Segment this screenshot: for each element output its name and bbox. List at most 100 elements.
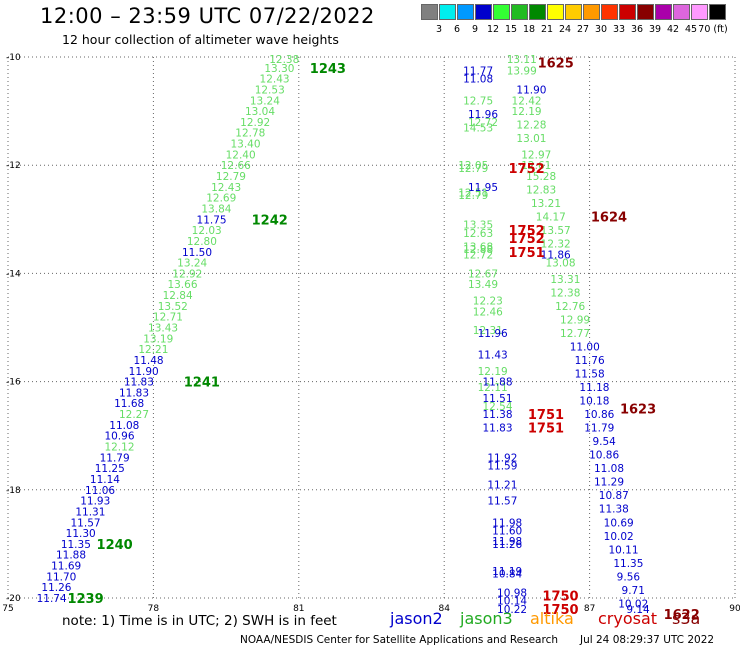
data-point-jason2: 11.19 [492, 566, 522, 578]
data-point-jason2: 11.79 [100, 452, 130, 464]
pass-number-label: 1243 [310, 62, 346, 77]
legend-jason3: jason3 [460, 609, 513, 628]
data-point-jason2: 11.86 [541, 249, 571, 261]
pass-number-label: 1622 [664, 608, 700, 623]
data-point-jason2: 11.26 [492, 539, 522, 551]
credit-text: NOAA/NESDIS Center for Satellite Applica… [240, 634, 558, 646]
data-point-jason2: 11.18 [579, 382, 609, 394]
data-point-jason2: 11.57 [71, 517, 101, 529]
data-point-jason2: 10.11 [608, 544, 638, 556]
scale-label: 9 [471, 24, 479, 35]
data-point-jason3: 12.71 [153, 312, 183, 324]
data-point-jason2: 11.83 [482, 423, 512, 435]
data-point-jason2: 11.70 [46, 571, 76, 583]
data-point-jason3: 13.49 [468, 279, 498, 291]
y-tick-label: -14 [6, 269, 21, 279]
data-point-jason3: 12.03 [192, 225, 222, 237]
data-point-jason3: 13.21 [531, 198, 561, 210]
pass-number-label: 1752 [508, 232, 544, 247]
data-point-jason3: 12.53 [255, 84, 285, 96]
scale-label: 45 [684, 24, 698, 35]
data-point-jason2: 10.02 [604, 531, 634, 543]
chart-subtitle: 12 hour collection of altimeter wave hei… [62, 32, 339, 47]
data-point-jason2: 11.58 [575, 368, 605, 380]
data-point-jason3: 12.75 [463, 95, 493, 107]
data-point-jason3: 13.01 [516, 133, 546, 145]
data-point-jason3: 12.79 [458, 190, 488, 202]
data-point-jason3: 12.40 [226, 149, 256, 161]
data-point-jason3: 13.35 [463, 220, 493, 232]
data-point-jason2: 11.68 [114, 398, 144, 410]
data-point-jason2: 11.08 [109, 420, 139, 432]
data-point-jason2: 11.83 [119, 387, 149, 399]
data-point-jason2: 11.92 [487, 452, 517, 464]
legend-altika: altika [530, 609, 574, 628]
data-point-jason3: 13.57 [541, 225, 571, 237]
data-point-jason3: 13.30 [264, 63, 294, 75]
data-point-jason2: 11.83 [124, 377, 154, 389]
data-point-jason2: 11.14 [90, 474, 120, 486]
data-point-jason3: 12.80 [187, 236, 217, 248]
data-point-jason2: 11.50 [182, 247, 212, 259]
data-point-jason2: 11.08 [463, 74, 493, 86]
data-point-jason3: 12.05 [458, 160, 488, 172]
data-point-jason2: 11.60 [492, 525, 522, 537]
data-point-jason2: 11.35 [613, 558, 643, 570]
scale-label: 42 [666, 24, 680, 35]
data-point-jason3: 13.84 [201, 203, 231, 215]
data-point-jason2: 11.90 [516, 84, 546, 96]
data-point-jason2: 11.98 [492, 517, 522, 529]
data-point-jason2: 10.96 [104, 431, 134, 443]
data-point-jason3: 12.21 [138, 344, 168, 356]
pass-number-label: 1750 [542, 589, 578, 604]
scale-label: 39 [648, 24, 662, 35]
data-point-jason2: 11.06 [85, 485, 115, 497]
data-point-jason3: 13.52 [158, 301, 188, 313]
scale-label: 3 [435, 24, 443, 35]
x-tick-label: 90 [729, 604, 740, 614]
scale-swatch [547, 4, 564, 20]
data-point-jason3: 12.61 [521, 160, 551, 172]
note-text: note: 1) Time is in UTC; 2) SWH is in fe… [62, 613, 337, 629]
data-point-jason2: 11.88 [56, 550, 86, 562]
scale-swatch [529, 4, 546, 20]
data-point-jason3: 12.72 [463, 249, 493, 261]
data-point-jason2: 10.86 [584, 409, 614, 421]
data-point-jason3: 13.24 [177, 258, 207, 270]
data-point-jason3: 14.53 [463, 122, 493, 134]
data-point-jason3: 13.68 [463, 241, 493, 253]
data-point-jason2: 9.71 [622, 585, 645, 597]
data-point-jason2: 10.86 [589, 450, 619, 462]
pass-number-label: 1752 [508, 224, 544, 239]
data-point-jason2: 10.98 [497, 588, 527, 600]
y-tick-label: -12 [6, 161, 21, 171]
data-point-jason3: 12.99 [560, 314, 590, 326]
scale-swatch [439, 4, 456, 20]
data-point-jason2: 11.51 [482, 393, 512, 405]
data-point-jason2: 11.35 [61, 539, 91, 551]
data-point-jason3: 12.66 [221, 160, 251, 172]
data-point-jason3: 12.19 [478, 366, 508, 378]
data-point-jason2: 11.29 [594, 477, 624, 489]
data-point-jason3: 12.46 [473, 306, 503, 318]
data-point-jason3: 13.99 [507, 66, 537, 78]
data-point-jason2: 10.02 [618, 598, 648, 610]
data-point-jason3: 13.08 [545, 258, 575, 270]
pass-number-label: 1751 [528, 422, 564, 437]
pass-number-label: 1751 [528, 408, 564, 423]
data-point-jason3: 12.38 [269, 54, 299, 66]
data-point-jason3: 12.11 [478, 382, 508, 394]
data-point-jason3: 12.43 [260, 74, 290, 86]
data-point-jason2: 11.48 [134, 355, 164, 367]
pass-number-label: 1751 [508, 246, 544, 261]
scale-swatch [583, 4, 600, 20]
data-point-jason3: 12.79 [458, 163, 488, 175]
pass-number-label: 1750 [542, 603, 578, 618]
data-point-jason3: 12.28 [516, 120, 546, 132]
data-point-jason2: 11.25 [95, 463, 125, 475]
data-point-jason2: 11.95 [468, 182, 498, 194]
y-tick-label: -16 [6, 378, 21, 388]
scale-label: 24 [558, 24, 572, 35]
data-point-jason2: 11.69 [51, 561, 81, 573]
